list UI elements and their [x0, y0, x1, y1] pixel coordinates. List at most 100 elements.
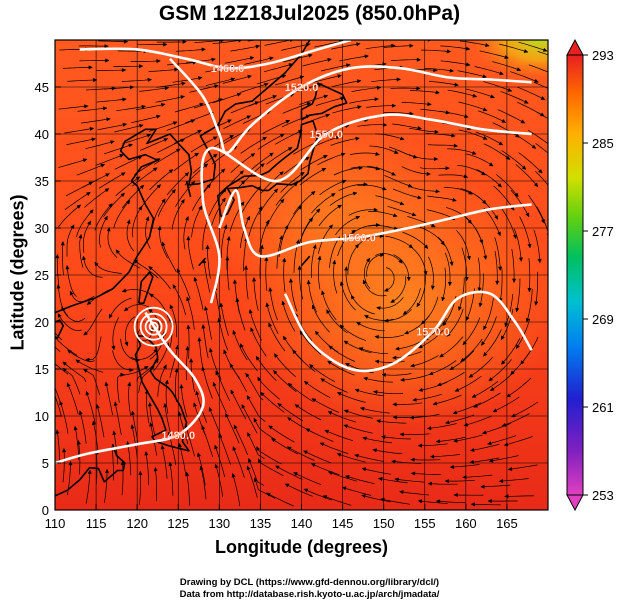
- streamline: [494, 250, 498, 285]
- streamline-arrow: [350, 294, 355, 300]
- streamline: [347, 243, 360, 275]
- streamline-arrow: [487, 498, 492, 504]
- streamline-arrow: [312, 244, 317, 249]
- streamline-arrow: [356, 321, 361, 326]
- streamline-arrow: [230, 77, 236, 82]
- streamline: [204, 306, 212, 340]
- streamline: [107, 227, 118, 258]
- streamline: [98, 172, 126, 189]
- streamline: [66, 265, 77, 297]
- streamline-arrow: [492, 408, 498, 412]
- streamline-arrow: [465, 62, 471, 67]
- streamline: [354, 454, 384, 462]
- streamline: [333, 167, 363, 176]
- streamline: [480, 484, 511, 488]
- colorbar: 253 261 269 277 285 293: [566, 38, 614, 512]
- x-tick-label: 115: [86, 516, 107, 531]
- x-tick-label: 145: [332, 516, 354, 531]
- streamline-arrow: [416, 302, 421, 308]
- streamline: [84, 188, 110, 208]
- streamline: [392, 188, 422, 199]
- streamline-arrow: [487, 441, 492, 446]
- streamline: [269, 287, 278, 321]
- streamline-arrow: [344, 266, 349, 271]
- streamline: [146, 389, 150, 424]
- streamline-arrow: [527, 243, 532, 249]
- streamline-arrow: [541, 219, 545, 224]
- streamline: [176, 268, 191, 300]
- streamline-arrow: [169, 304, 174, 310]
- streamline-arrow: [152, 167, 158, 172]
- streamline-arrow: [139, 123, 144, 128]
- streamline-arrow: [294, 404, 300, 409]
- streamline: [501, 208, 517, 239]
- streamline: [202, 324, 209, 359]
- streamline: [122, 289, 152, 295]
- streamline-arrow: [247, 74, 252, 79]
- streamline: [471, 381, 499, 398]
- cyclone-ring: [139, 312, 168, 341]
- y-tick-label: 35: [35, 174, 49, 189]
- streamline-arrow: [256, 446, 261, 451]
- streamline-arrow: [462, 340, 467, 346]
- streamline-arrow: [277, 403, 282, 408]
- streamline-arrow: [245, 372, 250, 378]
- streamline: [366, 105, 396, 108]
- streamline: [446, 308, 464, 337]
- streamline: [350, 295, 375, 315]
- streamline: [55, 346, 61, 352]
- streamline-arrow: [212, 153, 218, 158]
- streamline: [121, 184, 145, 209]
- streamline-arrow: [164, 379, 169, 385]
- streamline: [254, 477, 276, 499]
- streamline: [124, 304, 152, 312]
- streamline: [437, 236, 453, 266]
- streamline-arrow: [520, 119, 526, 124]
- streamline: [447, 89, 477, 98]
- streamline-arrow: [180, 95, 186, 100]
- streamline-arrow: [506, 393, 512, 398]
- streamline-arrow: [449, 68, 455, 73]
- streamline-arrow: [310, 463, 316, 468]
- streamline: [94, 261, 122, 274]
- streamline: [104, 86, 134, 90]
- streamline-arrow: [195, 390, 200, 396]
- streamline-arrow: [214, 444, 219, 450]
- streamline-arrow: [376, 306, 381, 311]
- streamline-arrow: [76, 204, 82, 209]
- streamline-arrow: [288, 278, 294, 283]
- coastline-5: [55, 443, 126, 497]
- streamline: [351, 87, 381, 93]
- streamline-arrow: [343, 409, 349, 414]
- streamline: [122, 134, 151, 145]
- streamline-arrow: [538, 168, 543, 174]
- streamline-arrow: [172, 284, 177, 289]
- streamline: [446, 207, 472, 224]
- streamline: [275, 130, 303, 145]
- streamline-arrow: [382, 122, 388, 127]
- streamline-arrow: [163, 42, 168, 47]
- streamline-arrow: [93, 77, 98, 83]
- streamline: [268, 322, 286, 352]
- streamline-arrow: [562, 58, 566, 61]
- streamline: [187, 324, 190, 359]
- streamline: [526, 289, 533, 323]
- streamline-arrow: [323, 155, 328, 159]
- streamline: [64, 192, 91, 210]
- streamline-arrow: [525, 212, 530, 218]
- streamline-arrow: [295, 239, 300, 244]
- streamline: [58, 105, 89, 110]
- streamline: [424, 67, 454, 72]
- streamline: [282, 102, 311, 114]
- streamline-arrow: [478, 302, 483, 308]
- streamline: [95, 450, 98, 485]
- x-tick-label: 135: [250, 516, 272, 531]
- streamline: [475, 131, 503, 146]
- streamline: [253, 277, 259, 311]
- streamline: [312, 75, 342, 83]
- streamline-arrow: [452, 410, 458, 415]
- streamline: [55, 394, 62, 417]
- streamline-arrow: [271, 438, 276, 443]
- streamline: [303, 488, 332, 501]
- streamline-arrow: [89, 126, 95, 131]
